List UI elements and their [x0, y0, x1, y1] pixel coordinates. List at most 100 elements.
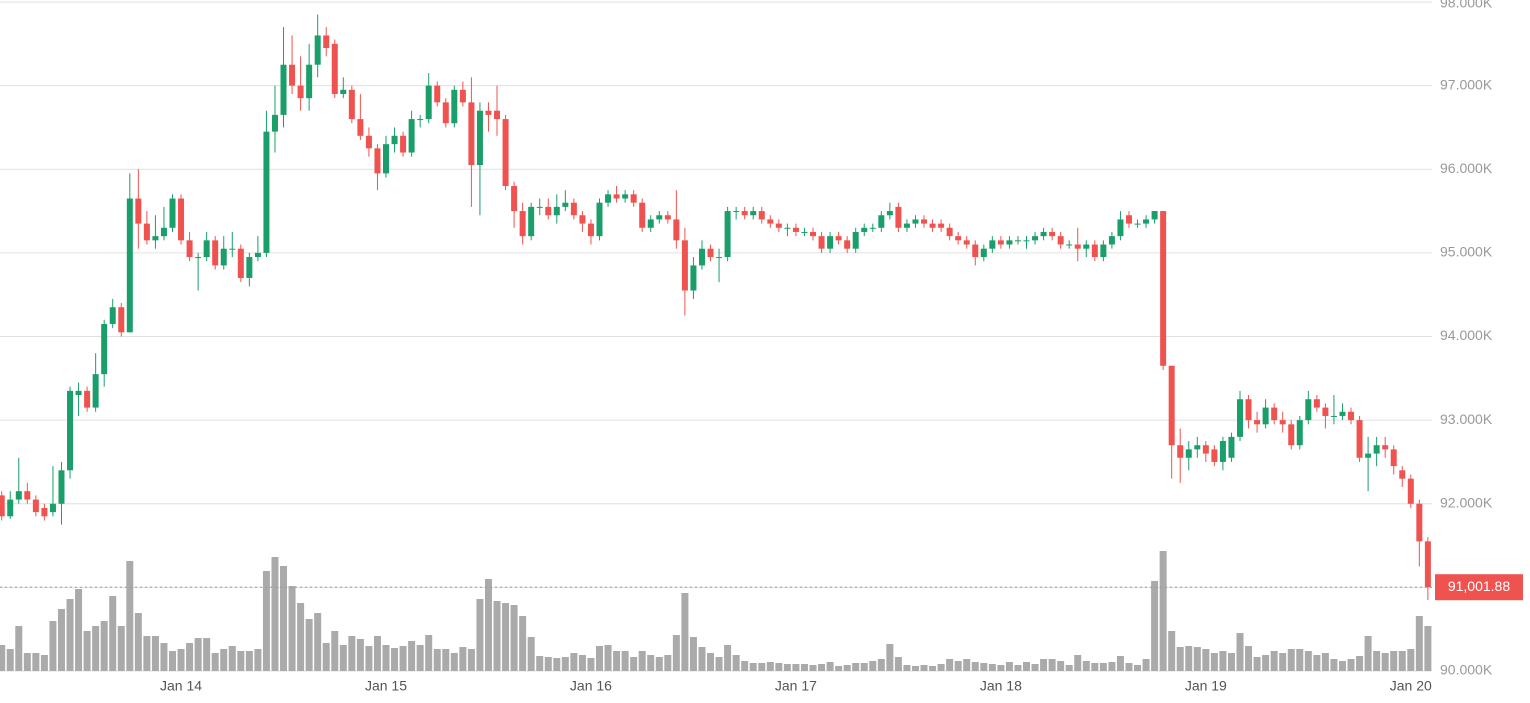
candle-body	[1211, 449, 1218, 462]
volume-bar	[356, 639, 364, 671]
volume-bar	[100, 621, 108, 671]
candle-body	[1322, 407, 1329, 416]
candle-body	[1390, 449, 1397, 467]
candle-body	[178, 198, 185, 241]
candle-body	[357, 119, 364, 136]
candle-body	[135, 198, 142, 224]
volume-bar	[143, 636, 151, 671]
candle-body	[587, 223, 594, 237]
candle-body	[938, 223, 945, 228]
volume-bar	[1159, 551, 1167, 671]
volume-bar	[160, 643, 168, 671]
candle-body	[673, 219, 680, 241]
x-tick-label: Jan 20	[1390, 678, 1432, 694]
candle-body	[1168, 365, 1175, 446]
candle-body	[827, 236, 834, 249]
volume-bar	[937, 664, 945, 671]
volume-bar	[1074, 655, 1082, 671]
candle-body	[485, 110, 492, 115]
volume-bar	[203, 638, 211, 671]
volume-bar	[459, 647, 467, 671]
volume-bar	[826, 662, 834, 671]
candle-body	[716, 257, 723, 259]
candle-body	[442, 102, 449, 124]
candle-body	[946, 227, 953, 237]
volume-bar	[1287, 649, 1295, 671]
volume-bar	[416, 645, 424, 671]
candle-body	[972, 244, 979, 258]
volume-bar	[1185, 646, 1193, 671]
volume-bar	[741, 661, 749, 671]
candle-body	[49, 503, 56, 513]
volume-bar	[442, 649, 450, 671]
candle-body	[758, 211, 765, 220]
candle-body	[1330, 415, 1337, 417]
volume-bar	[1245, 646, 1253, 671]
volume-bar	[1014, 665, 1022, 671]
candle-body	[109, 307, 116, 324]
candle-body	[852, 231, 859, 249]
volume-bar	[655, 657, 663, 671]
volume-bar	[297, 603, 305, 671]
volume-bar	[49, 621, 57, 671]
volume-bar	[151, 636, 159, 671]
candle-body	[656, 215, 663, 220]
volume-bar	[1040, 659, 1048, 671]
candle-body	[220, 248, 227, 266]
candle-body	[980, 248, 987, 258]
x-tick-label: Jan 14	[160, 678, 202, 694]
candle-body	[1066, 244, 1073, 246]
volume-bar	[570, 653, 578, 671]
candle-body	[1296, 420, 1303, 446]
volume-bar	[502, 603, 510, 671]
candle-body	[306, 64, 313, 99]
volume-bar	[1338, 661, 1346, 671]
volume-bar	[1347, 659, 1355, 671]
candle-body	[1185, 449, 1192, 458]
volume-bar	[391, 648, 399, 671]
candle-body	[545, 206, 552, 216]
candle-body	[818, 236, 825, 249]
volume-bar	[134, 613, 142, 671]
volume-bar	[894, 657, 902, 671]
candle-body	[340, 89, 347, 94]
candle-body	[562, 202, 569, 207]
candle-body	[1416, 503, 1423, 542]
volume-bar	[630, 657, 638, 671]
volume-bar	[288, 586, 296, 671]
y-tick-label: 95.000K	[1440, 244, 1493, 260]
candle-body	[810, 231, 816, 237]
candle-body	[579, 215, 586, 224]
candle-body	[1399, 470, 1406, 479]
candle-body	[1262, 407, 1269, 425]
volume-bar	[6, 649, 14, 671]
volume-bar	[1023, 662, 1030, 671]
volume-bar	[1321, 653, 1329, 671]
volume-bar	[544, 657, 552, 671]
candle-body	[459, 89, 466, 103]
candle-body	[647, 219, 654, 228]
candle-body	[468, 102, 475, 166]
volume-bar	[1390, 651, 1398, 671]
y-tick-label: 96.000K	[1440, 160, 1493, 176]
candle-body	[1271, 407, 1278, 421]
candle-body	[237, 248, 244, 278]
candle-body	[1134, 223, 1141, 225]
candle-body	[1228, 436, 1235, 458]
volume-bar	[348, 636, 356, 671]
volume-bar	[886, 644, 894, 671]
candle-body	[383, 144, 389, 174]
candle-body	[844, 240, 851, 249]
candle-body	[143, 223, 150, 241]
volume-bar	[32, 653, 40, 671]
volume-bar	[1125, 663, 1133, 671]
candle-body	[955, 236, 962, 241]
candle-body	[536, 206, 543, 208]
volume-bar	[758, 663, 766, 671]
volume-bar	[843, 665, 851, 671]
candle-body	[605, 194, 612, 203]
volume-bar	[0, 645, 6, 671]
volume-bar	[1176, 647, 1184, 671]
candle-body	[58, 470, 65, 504]
volume-bar	[1407, 649, 1415, 671]
